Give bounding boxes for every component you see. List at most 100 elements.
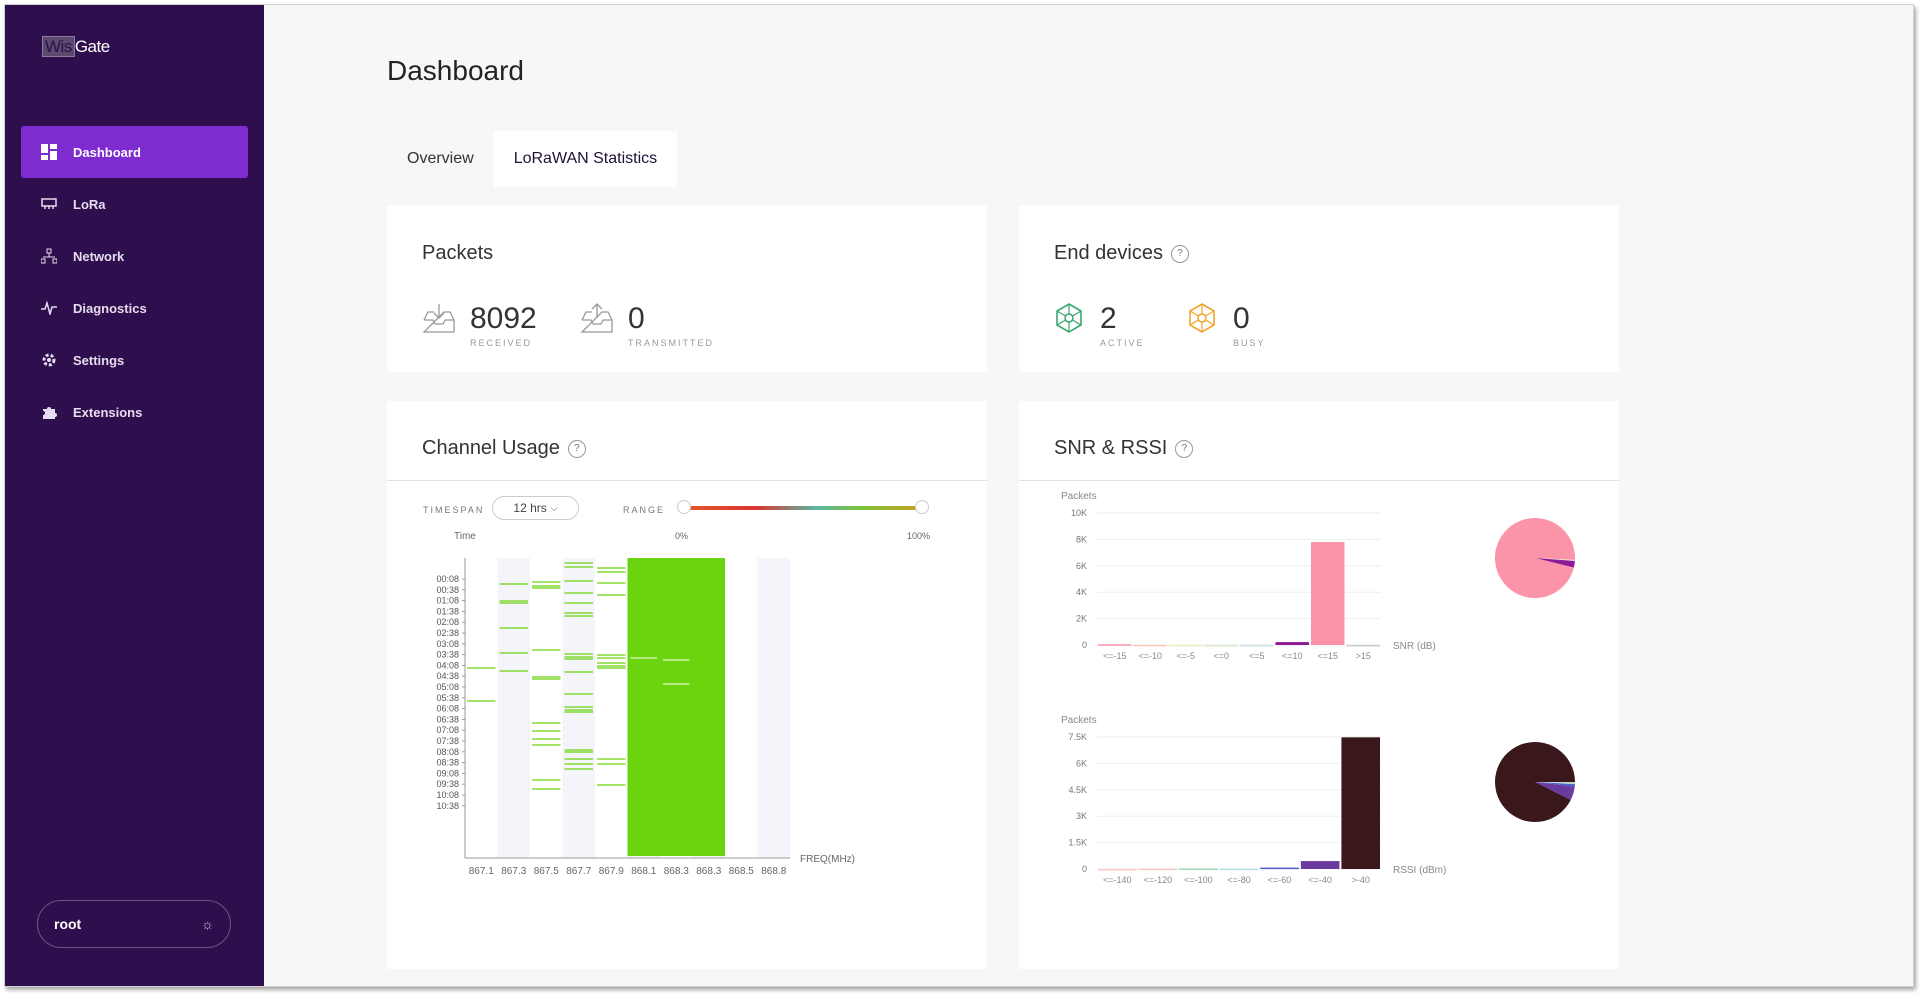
- pie-slice: [1535, 558, 1575, 561]
- end-devices-card: End devices? 2 ACTIVE 0 BUSY: [1019, 206, 1619, 372]
- y-axis-title: Packets: [1061, 491, 1097, 502]
- timespan-label: TIMESPAN: [423, 505, 485, 515]
- main-content: Dashboard Overview LoRaWAN Statistics Pa…: [264, 5, 1619, 986]
- channel-usage-chart: 00:0800:3801:0801:3802:0802:3803:0803:38…: [436, 558, 855, 877]
- x-tick-label: <=-80: [1227, 875, 1251, 885]
- channel-usage-card: Channel Usage? TIMESPAN 12 hrs ⌵ RANGE Ti…: [387, 401, 987, 969]
- help-icon[interactable]: ?: [567, 439, 586, 458]
- bar: [1219, 868, 1259, 871]
- sidebar-item-extensions[interactable]: Extensions: [21, 386, 248, 438]
- diagnostics-icon: [41, 300, 57, 316]
- range-label: RANGE: [623, 505, 666, 515]
- x-tick-label: <=-60: [1268, 875, 1292, 885]
- x-tick-label: <=-15: [1103, 651, 1127, 661]
- busy-label: BUSY: [1233, 338, 1266, 348]
- bar: [1346, 645, 1380, 647]
- freq-tick-label: 867.9: [599, 866, 624, 877]
- active-label: ACTIVE: [1100, 338, 1145, 348]
- sidebar-item-diagnostics[interactable]: Diagnostics: [21, 282, 248, 334]
- bar: [1311, 542, 1345, 645]
- x-tick-label: <=-5: [1176, 651, 1195, 661]
- freq-tick-label: 868.8: [761, 866, 786, 877]
- y-tick-label: 4K: [1076, 587, 1087, 597]
- y-tick-label: 3K: [1076, 811, 1087, 821]
- help-icon[interactable]: ?: [1170, 244, 1189, 263]
- y-axis-title: Packets: [1061, 715, 1097, 726]
- pie-slice: [1535, 558, 1575, 561]
- range-handle-max[interactable]: [915, 500, 929, 514]
- sidebar-item-label: Settings: [73, 352, 125, 368]
- page-title: Dashboard: [387, 55, 524, 86]
- card-divider: [1019, 480, 1619, 481]
- x-tick-label: <=15: [1317, 651, 1338, 661]
- app-window: Wis Gate Dashboard LoRa Network Diagnosti…: [4, 4, 1914, 987]
- x-tick-label: >-40: [1352, 875, 1370, 885]
- sidebar-nav: Dashboard LoRa Network Diagnostics Setti…: [21, 126, 248, 438]
- bar: [1169, 644, 1203, 647]
- bar: [1204, 644, 1238, 647]
- busy-count: 0: [1233, 302, 1250, 335]
- bar: [1240, 644, 1274, 647]
- busy-device-icon: [1189, 303, 1215, 333]
- lora-icon: [41, 196, 57, 212]
- username: root: [54, 916, 82, 932]
- tab-bar: Overview LoRaWAN Statistics: [387, 131, 678, 187]
- range-min-label: 0%: [675, 531, 689, 541]
- range-slider[interactable]: [683, 506, 923, 510]
- active-device-icon: [1056, 303, 1082, 333]
- range-handle-min[interactable]: [677, 500, 691, 514]
- network-icon: [41, 248, 57, 264]
- sidebar-item-label: Network: [73, 248, 125, 264]
- freq-tick-label: 867.3: [501, 866, 526, 877]
- active-count: 2: [1100, 302, 1117, 335]
- time-tick-label: 10:08: [436, 790, 459, 800]
- freq-tick-label: 868.3: [696, 866, 721, 877]
- bar: [1098, 869, 1137, 871]
- x-tick-label: <=-120: [1144, 875, 1173, 885]
- pie-slice: [1535, 782, 1575, 784]
- freq-tick-label: 868.1: [631, 866, 656, 877]
- snr-chart: Packets 10K 8K 6K 4K 2K 0 <=-15 <=-10 <=-5 <=0 <=5 <…: [1061, 491, 1575, 661]
- sidebar-item-network[interactable]: Network: [21, 230, 248, 282]
- transmitted-count: 0: [628, 302, 645, 335]
- pie-slice: [1535, 782, 1575, 800]
- theme-toggle-icon[interactable]: ☼: [201, 916, 214, 932]
- received-count: 8092: [470, 302, 537, 335]
- y-tick-label: 7.5K: [1068, 732, 1087, 742]
- x-axis-title: SNR (dB): [1393, 641, 1436, 652]
- y-tick-label: 1.5K: [1068, 838, 1087, 848]
- time-tick-label: 08:08: [436, 747, 459, 757]
- packets-card: Packets 8092 RECEIVED 0 TRANSMITTED: [387, 206, 987, 372]
- freq-tick-label: 867.1: [469, 866, 494, 877]
- time-tick-label: 01:08: [436, 596, 459, 606]
- active-stat: 2 ACTIVE: [1054, 302, 1145, 348]
- x-tick-label: <=0: [1213, 651, 1229, 661]
- x-axis-title: RSSI (dBm): [1393, 865, 1446, 876]
- time-tick-label: 06:08: [436, 704, 459, 714]
- time-tick-label: 06:38: [436, 714, 459, 724]
- time-axis-label: Time: [454, 531, 476, 542]
- sidebar-item-label: LoRa: [73, 196, 106, 212]
- timespan-select[interactable]: 12 hrs ⌵: [492, 496, 579, 520]
- transmitted-stat: 0 TRANSMITTED: [580, 302, 714, 348]
- help-icon[interactable]: ?: [1175, 439, 1194, 458]
- download-tray-icon: [422, 304, 455, 333]
- bar: [1341, 737, 1380, 869]
- y-tick-label: 2K: [1076, 614, 1087, 624]
- x-tick-label: <=5: [1249, 651, 1265, 661]
- card-title: Channel Usage: [422, 437, 560, 459]
- x-tick-label: <=-140: [1103, 875, 1132, 885]
- sidebar-item-dashboard[interactable]: Dashboard: [21, 126, 248, 178]
- time-tick-label: 07:08: [436, 725, 459, 735]
- tab-lorawan-statistics[interactable]: LoRaWAN Statistics: [493, 131, 678, 187]
- extensions-icon: [41, 404, 57, 420]
- user-menu[interactable]: root ☼: [37, 900, 231, 948]
- sidebar-item-settings[interactable]: Settings: [21, 334, 248, 386]
- pie-slice: [1495, 518, 1575, 599]
- time-tick-label: 02:38: [436, 628, 459, 638]
- transmitted-label: TRANSMITTED: [628, 338, 714, 348]
- time-tick-label: 00:38: [436, 585, 459, 595]
- tab-overview[interactable]: Overview: [407, 150, 474, 167]
- card-title: Packets: [422, 242, 494, 264]
- sidebar-item-lora[interactable]: LoRa: [21, 178, 248, 230]
